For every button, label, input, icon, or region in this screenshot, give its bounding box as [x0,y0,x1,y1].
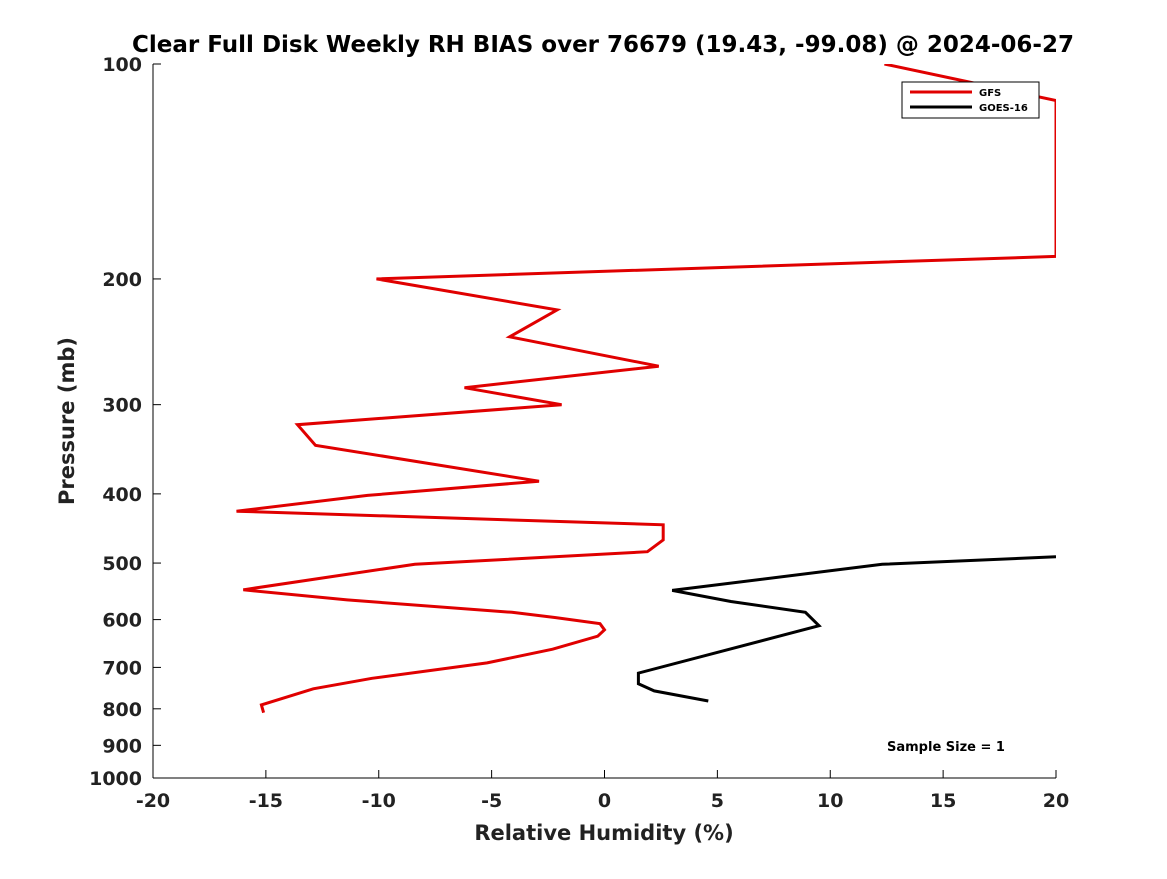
series-line-goes-16 [636,555,1056,703]
series-line-gfs [236,64,1056,714]
x-tick-label: -20 [136,790,170,812]
y-tick-label: 700 [102,657,142,679]
chart-title: Clear Full Disk Weekly RH BIAS over 7667… [132,32,1074,58]
x-tick-label: 15 [930,790,956,812]
y-axis-ticks: 100 200 300 400 500 600 700 800 900 1000 [89,54,161,790]
x-axis-ticks: -20 -15 -10 -5 0 5 10 15 20 [136,770,1069,812]
sample-size-annotation: Sample Size = 1 [887,740,1005,755]
y-tick-label: 100 [102,54,142,76]
y-axis-label: Pressure (mb) [55,337,79,505]
x-tick-label: -15 [249,790,283,812]
legend-label-gfs: GFS [979,88,1001,99]
x-tick-label: 10 [817,790,843,812]
y-tick-label: 600 [102,610,142,632]
x-tick-label: -5 [481,790,502,812]
y-tick-label: 300 [102,395,142,417]
y-tick-label: 400 [102,484,142,506]
x-tick-label: 5 [711,790,724,812]
x-axis-label: Relative Humidity (%) [474,821,733,845]
y-tick-label: 900 [102,735,142,757]
y-tick-label: 500 [102,553,142,575]
x-tick-label: -10 [362,790,396,812]
legend-label-goes16: GOES-16 [979,103,1028,114]
plot-area-frame [153,64,1056,778]
x-tick-label: 20 [1043,790,1069,812]
x-tick-label: 0 [598,790,611,812]
legend: GFS GOES-16 [901,81,1040,119]
y-tick-label: 200 [102,269,142,291]
y-tick-label: 1000 [89,768,142,790]
y-tick-label: 800 [102,699,142,721]
series-lines [236,64,1056,714]
legend-box [901,81,1040,119]
